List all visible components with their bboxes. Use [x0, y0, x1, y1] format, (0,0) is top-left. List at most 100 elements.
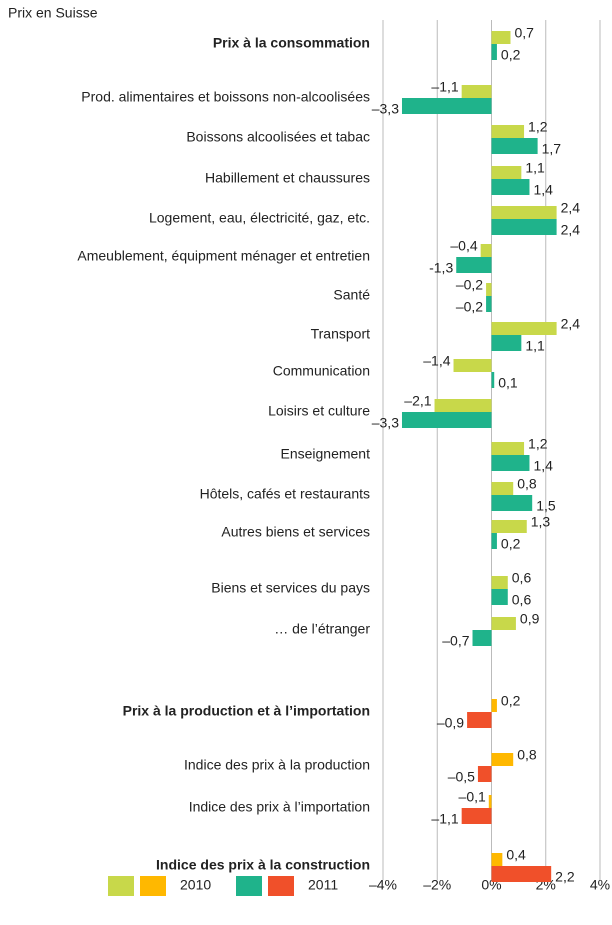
value-label: 0,9 — [520, 611, 540, 627]
bar — [491, 520, 527, 533]
value-label: –0,1 — [459, 789, 486, 805]
value-label: –3,3 — [372, 415, 399, 431]
category-label: Loisirs et culture — [268, 403, 370, 419]
bar — [491, 372, 495, 388]
bar — [491, 866, 552, 882]
legend-swatch — [268, 876, 294, 896]
value-label: 1,2 — [528, 436, 548, 452]
value-label: 1,1 — [525, 160, 545, 176]
bar — [491, 44, 497, 60]
bar — [491, 179, 530, 195]
category-label: Enseignement — [280, 446, 370, 462]
value-label: 2,4 — [561, 200, 581, 216]
bar — [401, 98, 492, 114]
value-label: 1,3 — [531, 514, 551, 530]
bar — [491, 699, 497, 712]
value-label: –3,3 — [372, 101, 399, 117]
bar — [491, 31, 511, 44]
value-label: 0,4 — [506, 847, 526, 863]
legend-label: 2010 — [180, 877, 211, 893]
value-label: 0,8 — [517, 747, 537, 763]
bar — [491, 125, 525, 138]
x-tick-label: 4% — [590, 877, 610, 893]
bar — [434, 399, 492, 412]
legend-swatch — [236, 876, 262, 896]
value-label: 0,7 — [514, 25, 534, 41]
category-label: Biens et services du pays — [211, 580, 370, 596]
value-label: 1,1 — [525, 338, 545, 354]
value-label: –1,1 — [431, 811, 458, 827]
bar — [491, 322, 557, 335]
legend-swatch — [140, 876, 166, 896]
bar — [401, 412, 492, 428]
bar — [486, 296, 492, 312]
bar — [488, 795, 492, 808]
bar — [491, 455, 530, 471]
bar — [461, 85, 492, 98]
bar — [491, 617, 516, 630]
category-label: Santé — [333, 287, 370, 303]
value-label: –0,2 — [456, 277, 483, 293]
x-tick-label: –2% — [423, 877, 451, 893]
value-label: 1,7 — [542, 141, 562, 157]
bar — [456, 257, 492, 273]
value-label: 1,5 — [536, 498, 556, 514]
value-label: –0,5 — [448, 769, 475, 785]
value-label: 1,4 — [533, 458, 553, 474]
category-label: Transport — [311, 326, 371, 342]
value-label: –0,4 — [450, 238, 477, 254]
bar — [491, 335, 522, 351]
bar — [491, 753, 514, 766]
bar — [491, 219, 557, 235]
bar — [480, 244, 492, 257]
bar — [491, 442, 525, 455]
bar — [491, 482, 514, 495]
bar — [491, 589, 508, 605]
category-label: Indice des prix à l’importation — [189, 799, 370, 815]
chart-title: Prix en Suisse — [8, 5, 98, 21]
value-label: 2,4 — [561, 316, 581, 332]
value-label: 0,2 — [501, 536, 521, 552]
category-label: Indice des prix à la production — [184, 757, 370, 773]
bar — [491, 853, 503, 866]
value-label: 0,6 — [512, 592, 532, 608]
value-label: 2,2 — [555, 869, 575, 885]
category-label: Autres biens et services — [221, 524, 370, 540]
value-label: -1,3 — [429, 260, 453, 276]
legend-swatch — [108, 876, 134, 896]
bar — [453, 359, 492, 372]
category-label: Communication — [273, 363, 370, 379]
bar — [491, 533, 497, 549]
value-label: 0,6 — [512, 570, 532, 586]
value-label: –1,1 — [431, 79, 458, 95]
value-label: 0,2 — [501, 693, 521, 709]
category-label: Prix à la production et à l’importation — [123, 703, 370, 719]
x-tick-label: –4% — [369, 877, 397, 893]
category-label: Boissons alcoolisées et tabac — [186, 129, 370, 145]
bar — [467, 712, 492, 728]
value-label: –0,9 — [437, 715, 464, 731]
value-label: 1,4 — [533, 182, 553, 198]
category-label: Logement, eau, électricité, gaz, etc. — [149, 210, 370, 226]
value-label: 2,4 — [561, 222, 581, 238]
value-label: 0,1 — [498, 375, 518, 391]
category-label: Prix à la consommation — [213, 35, 370, 51]
category-label: Indice des prix à la construction — [156, 857, 370, 873]
bar — [486, 283, 492, 296]
value-label: 0,8 — [517, 476, 537, 492]
value-label: –2,1 — [404, 393, 431, 409]
legend-label: 2011 — [308, 877, 338, 893]
bar — [472, 630, 492, 646]
category-label: Ameublement, équipment ménager et entret… — [77, 248, 370, 264]
bar — [461, 808, 492, 824]
category-label: … de l’étranger — [274, 621, 370, 637]
bar — [491, 495, 533, 511]
bar — [491, 206, 557, 219]
bar — [491, 166, 522, 179]
bar — [491, 138, 538, 154]
value-label: 1,2 — [528, 119, 548, 135]
bar — [491, 576, 508, 589]
category-label: Prod. alimentaires et boissons non-alcoo… — [81, 89, 370, 105]
category-label: Habillement et chaussures — [205, 170, 370, 186]
